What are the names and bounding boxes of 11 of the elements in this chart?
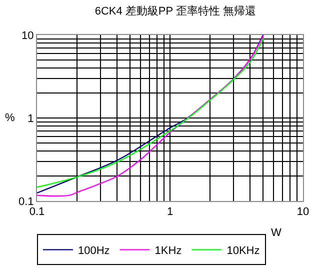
legend-label: 100Hz — [78, 244, 110, 257]
x-axis-title: W — [271, 227, 282, 239]
y-axis-title: % — [5, 112, 15, 124]
x-tick-label: 10 — [296, 206, 310, 218]
x-tick-label: 1 — [166, 206, 174, 218]
y-tick-label: 1 — [28, 112, 34, 125]
y-tick-label: 10 — [22, 30, 34, 42]
y-tick-label: 0.1 — [18, 196, 34, 208]
legend-label: 10KHz — [226, 244, 260, 257]
legend-label: 1KHz — [154, 244, 182, 257]
chart-title: 6CK4 差動級PP 歪率特性 無帰還 — [94, 4, 256, 18]
